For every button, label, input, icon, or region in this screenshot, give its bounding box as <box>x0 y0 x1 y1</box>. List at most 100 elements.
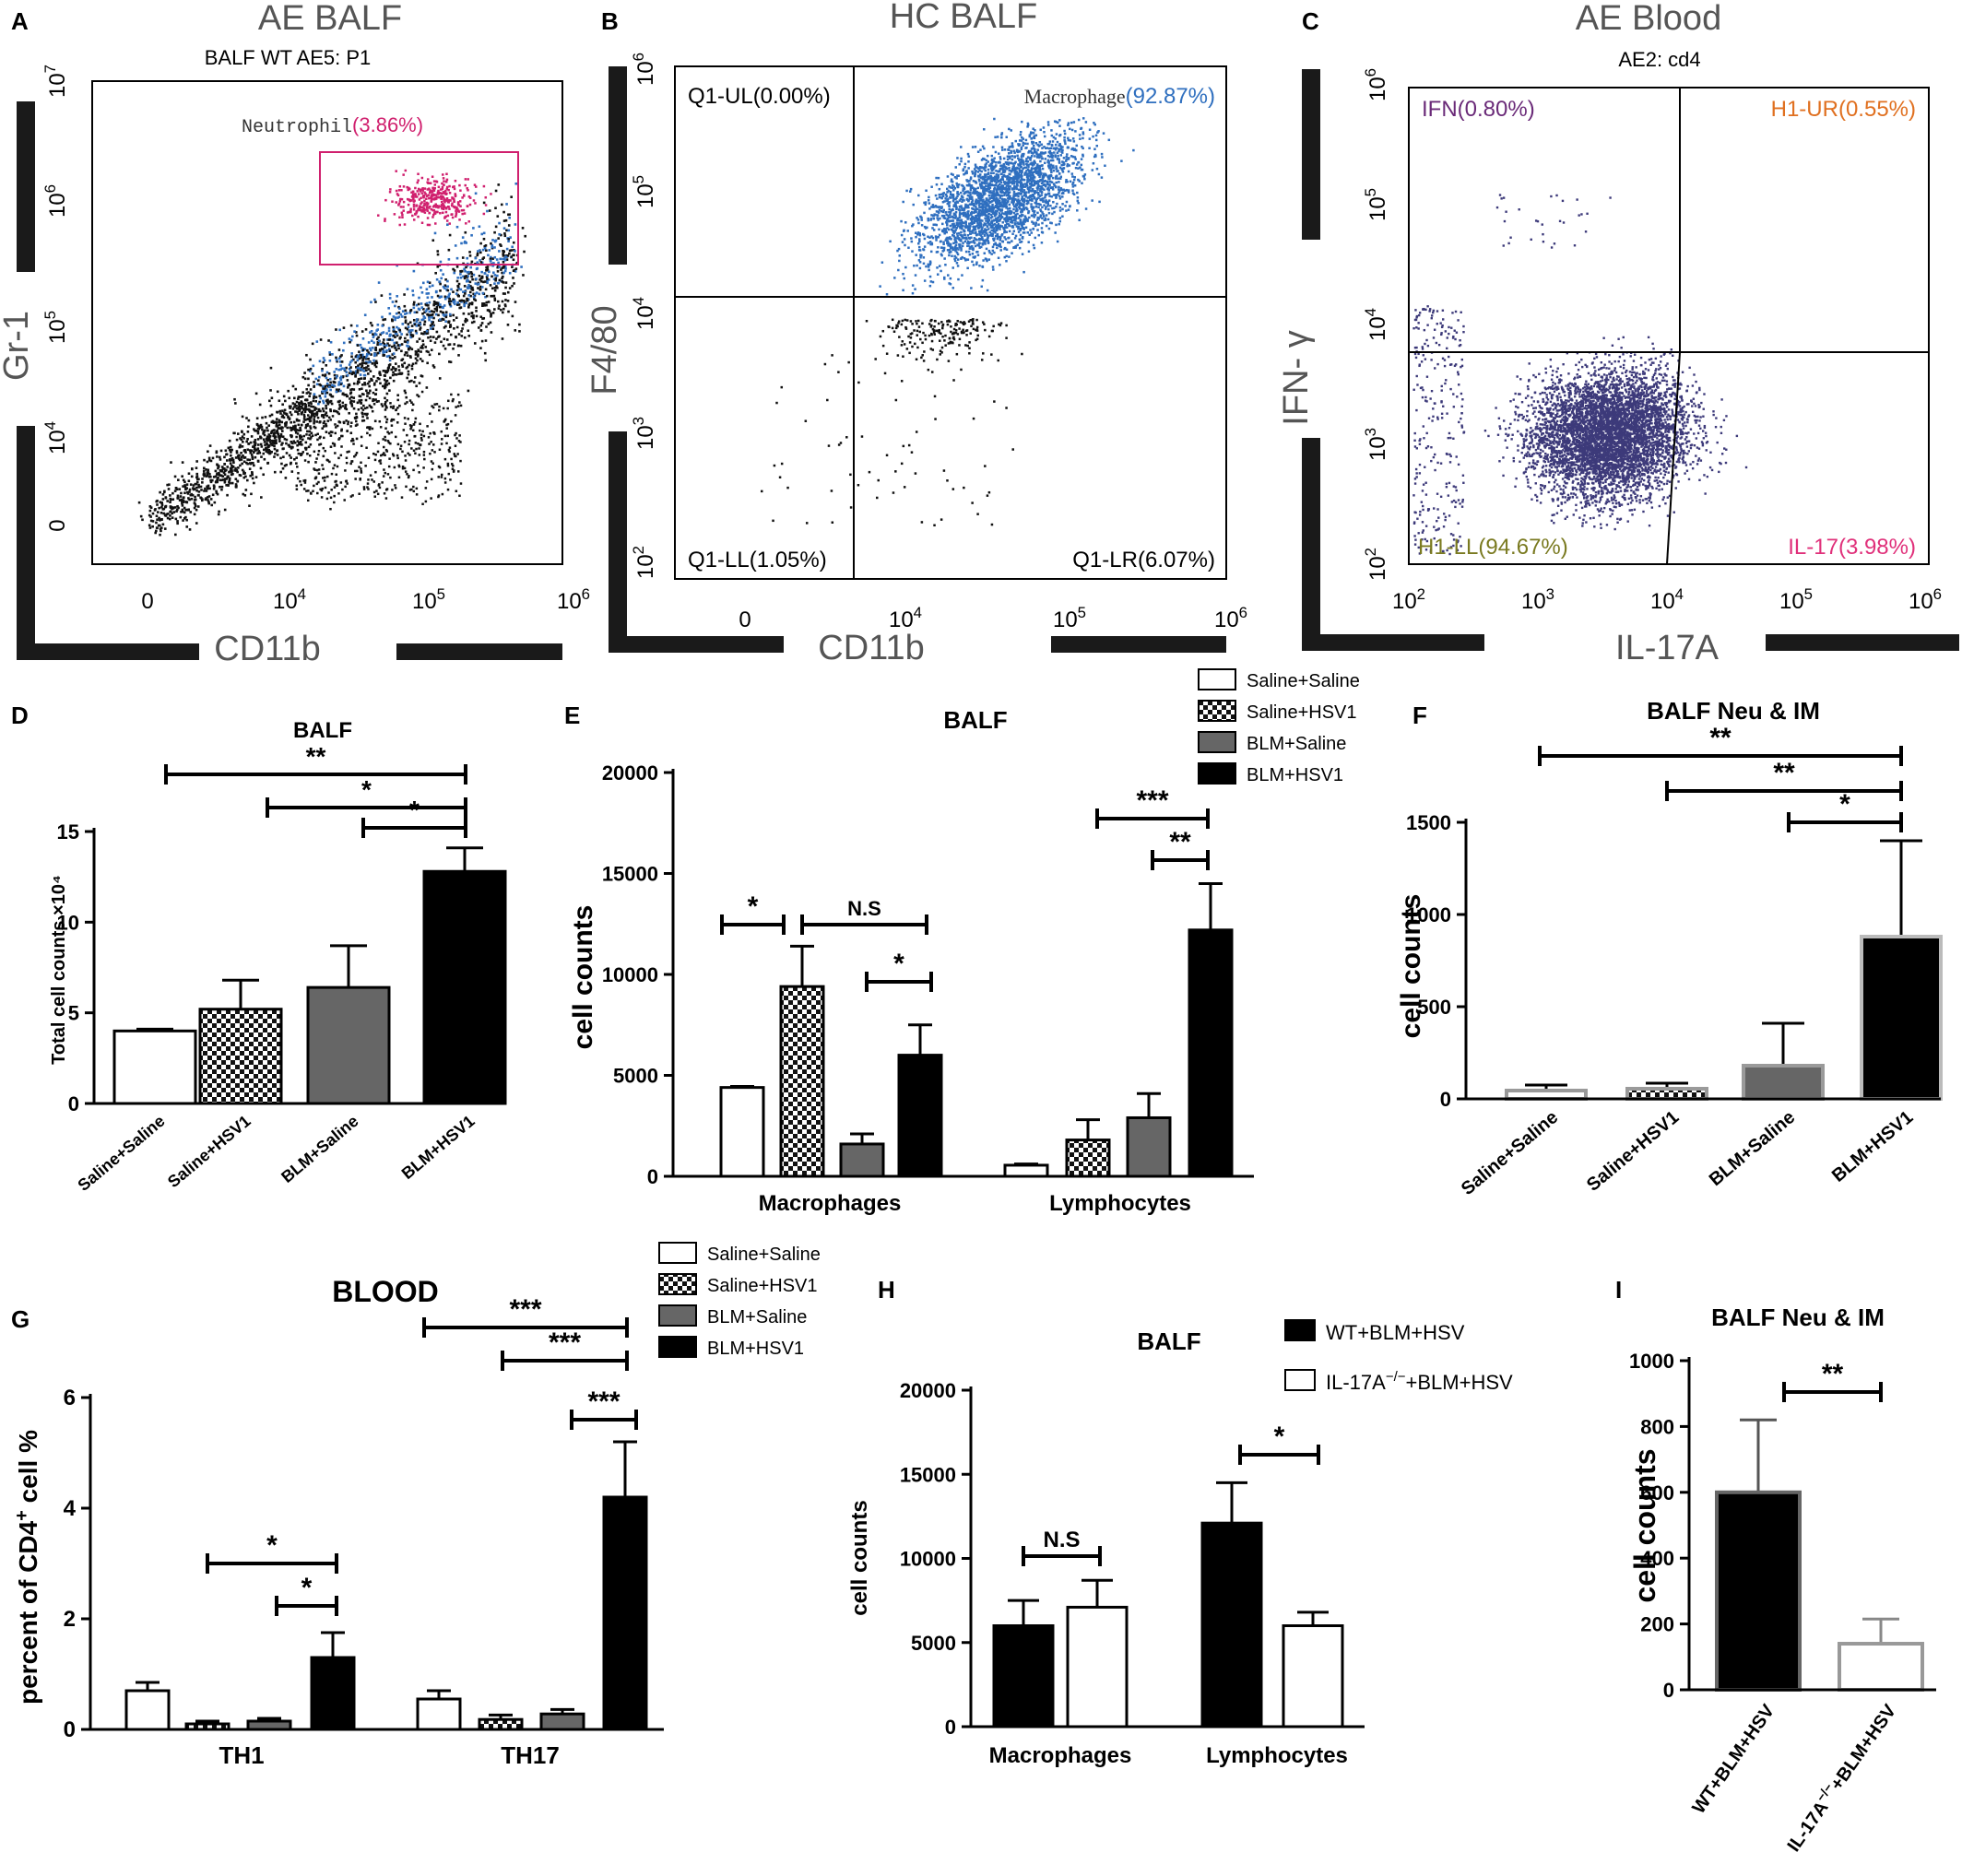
neutrophil-dot <box>442 202 444 206</box>
event-dot <box>467 270 470 274</box>
event-dot <box>419 443 421 447</box>
event-dot <box>467 389 470 393</box>
event-dot <box>366 482 370 485</box>
neutrophil-dot <box>465 222 467 225</box>
macrophage-dot <box>936 266 939 269</box>
event-dot <box>403 389 407 393</box>
event-dot <box>403 340 407 343</box>
macrophage-dot <box>984 217 987 220</box>
event-dot <box>450 457 453 461</box>
neutrophil-dot <box>419 208 422 212</box>
event-dot <box>397 347 400 350</box>
event-dot <box>241 445 244 448</box>
event-dot <box>306 407 310 411</box>
event-dot <box>361 358 365 360</box>
macrophage-dot <box>1055 175 1058 178</box>
macrophage-dot <box>958 238 961 242</box>
macrophage-dot <box>1052 183 1056 185</box>
macrophage-dot <box>1033 136 1036 140</box>
event-dot <box>469 271 473 274</box>
event-dot <box>408 380 411 383</box>
event-dot <box>221 467 225 470</box>
event-dot <box>485 301 489 304</box>
event-dot <box>493 289 497 292</box>
event-dot <box>466 298 469 301</box>
macrophage-dot <box>929 242 932 246</box>
macrophage-dot <box>956 195 959 198</box>
event-dot <box>364 398 368 402</box>
event-dot <box>220 469 224 473</box>
event-dot <box>390 419 393 422</box>
event-dot <box>410 367 414 371</box>
event-dot <box>253 481 255 485</box>
macrophage-dot <box>987 186 991 189</box>
event-dot <box>372 359 375 362</box>
macrophage-dot <box>940 196 943 199</box>
neutrophil-dot <box>443 197 445 200</box>
event-dot <box>169 517 171 521</box>
event-dot <box>350 395 353 399</box>
event-dot <box>385 399 389 402</box>
event-dot <box>181 501 183 505</box>
event-dot <box>219 455 221 459</box>
event-dot <box>386 431 389 433</box>
event-dot <box>496 300 500 303</box>
macrophage-dot <box>974 171 976 173</box>
event-dot <box>343 393 347 396</box>
event-dot <box>373 332 377 336</box>
event-dot <box>321 390 325 393</box>
event-dot <box>333 442 337 446</box>
event-dot <box>360 377 363 380</box>
macrophage-dot <box>1093 122 1095 124</box>
macrophage-dot <box>1001 206 1004 208</box>
event-dot <box>331 415 335 418</box>
event-dot <box>440 277 443 280</box>
event-dot <box>297 395 301 398</box>
event-dot <box>404 336 407 340</box>
neutrophil-dot <box>420 221 424 224</box>
event-dot <box>428 442 431 445</box>
event-dot <box>298 401 301 405</box>
neutrophil-dot <box>420 192 424 195</box>
event-dot <box>272 440 276 442</box>
event-dot <box>355 437 359 441</box>
event-dot <box>426 361 429 365</box>
event-dot <box>493 286 497 289</box>
event-dot <box>255 417 259 420</box>
event-dot <box>457 303 461 306</box>
macrophage-dot <box>995 160 998 164</box>
event-dot <box>369 322 372 324</box>
event-dot <box>327 372 331 375</box>
event-dot <box>183 506 186 510</box>
event-dot <box>408 329 412 332</box>
macrophage-dot <box>953 201 957 205</box>
macrophage-dot <box>963 172 965 176</box>
macrophage-dot <box>938 208 941 211</box>
macrophage-dot <box>1025 162 1028 166</box>
event-dot <box>452 298 455 301</box>
event-dot <box>360 471 363 474</box>
event-dot <box>403 441 407 443</box>
macrophage-dot <box>1027 163 1030 167</box>
event-dot <box>333 444 337 447</box>
event-dot <box>447 294 451 297</box>
macrophage-dot <box>975 233 979 236</box>
event-dot <box>408 363 410 367</box>
event-dot <box>321 369 324 372</box>
event-dot <box>408 355 412 358</box>
event-dot <box>298 403 301 406</box>
event-dot <box>426 296 430 300</box>
event-dot <box>291 407 295 410</box>
event-dot <box>258 403 262 407</box>
event-dot <box>313 421 315 425</box>
event-dot <box>225 453 229 456</box>
event-dot <box>497 183 501 186</box>
event-dot <box>502 266 505 269</box>
event-dot <box>492 262 495 265</box>
event-dot <box>339 454 343 457</box>
macrophage-dot <box>1010 129 1013 132</box>
macrophage-dot <box>927 265 930 268</box>
event-dot <box>363 383 367 386</box>
event-dot <box>265 421 268 425</box>
event-dot <box>404 315 407 319</box>
